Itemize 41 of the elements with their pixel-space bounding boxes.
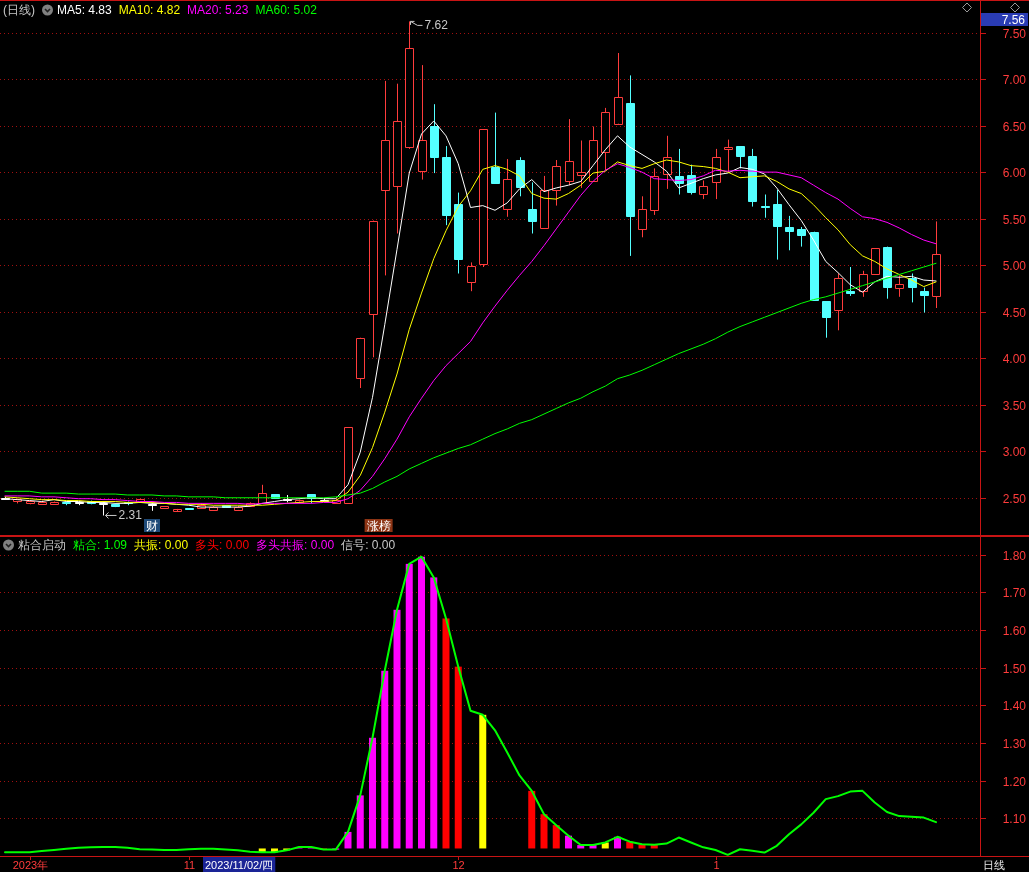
annotation: 2.31 [118, 508, 143, 523]
x-tick-label: 11 [183, 859, 196, 871]
text: 粘合: 1.09 [73, 538, 128, 552]
y-tick-label: 6.50 [1002, 119, 1027, 134]
y-tick-label: 3.50 [1002, 398, 1027, 413]
text: MA5: 4.83 [57, 3, 113, 17]
annotation: 7.62 [424, 18, 449, 33]
annotation: 涨榜 [366, 518, 391, 533]
y-tick-label: 7.50 [1002, 26, 1027, 41]
y-tick-label: 4.00 [1002, 351, 1027, 366]
y-tick-label: 1.10 [1002, 811, 1027, 826]
x-tick-label: 12 [452, 859, 465, 871]
y-tick-label: 5.50 [1002, 212, 1027, 227]
text: 多头共振: 0.00 [256, 538, 335, 552]
y-tick-label: 1.20 [1002, 774, 1027, 789]
y-tick-label: 7.00 [1002, 72, 1027, 87]
y-tick-label: 1.60 [1002, 623, 1027, 638]
y-tick-label: 1.80 [1002, 548, 1027, 563]
text: 共振: 0.00 [134, 538, 189, 552]
text: 多头: 0.00 [195, 538, 250, 552]
y-tick-label: 5.00 [1002, 258, 1027, 273]
text: MA10: 4.82 [118, 3, 181, 17]
y-tick-label: 1.50 [1002, 661, 1027, 676]
x-tick-label: 1 [713, 859, 720, 871]
y-tick-label: 1.30 [1002, 736, 1027, 751]
text: 日线 [983, 859, 1005, 871]
y-tick-label: 1.70 [1002, 585, 1027, 600]
y-tick-label: 2.50 [1002, 491, 1027, 506]
annotation: 信号: 0.00 [341, 538, 396, 552]
y-tick-label: 1.40 [1002, 698, 1027, 713]
chart-title: (日线) [3, 3, 35, 17]
chart-title: 粘合启动 [18, 538, 66, 552]
text: 7.56 [1001, 12, 1026, 27]
x-tick-label: 2023年 [12, 859, 49, 871]
text: 2023/11/02/四 [205, 859, 274, 871]
text: MA60: 5.02 [255, 3, 318, 17]
text: MA20: 5.23 [187, 3, 249, 17]
y-tick-label: 6.00 [1002, 165, 1027, 180]
y-tick-label: 4.50 [1002, 305, 1027, 320]
y-tick-label: 3.00 [1002, 444, 1027, 459]
annotation: 财 [146, 518, 158, 533]
